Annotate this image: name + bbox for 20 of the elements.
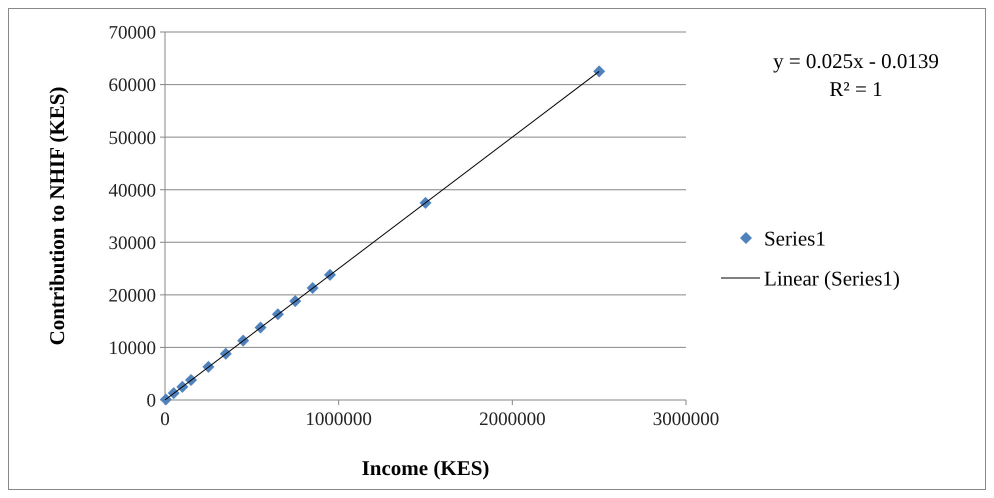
- y-tick-label: 60000: [108, 75, 156, 96]
- legend-label: Series1: [764, 226, 826, 250]
- x-tick-label: 3000000: [652, 409, 720, 430]
- legend-label: Linear (Series1): [764, 266, 900, 290]
- x-tick-label: 2000000: [479, 409, 546, 430]
- x-axis-title: Income (KES): [362, 456, 490, 480]
- y-axis-title: Contribution to NHIF (KES): [45, 86, 69, 346]
- text: y = 0.025x - 0.0139: [773, 49, 939, 73]
- text: R² = 1: [829, 77, 883, 101]
- x-tick-label: 0: [160, 409, 170, 430]
- y-tick-label: 40000: [108, 180, 156, 202]
- y-tick-label: 70000: [108, 22, 156, 44]
- y-tick-label: 10000: [108, 338, 156, 360]
- y-tick-label: 0: [146, 390, 156, 412]
- x-tick-label: 1000000: [305, 409, 372, 430]
- y-tick-label: 30000: [108, 232, 156, 254]
- y-tick-label: 20000: [108, 286, 156, 307]
- y-tick-label: 50000: [108, 128, 156, 149]
- point: [593, 65, 606, 78]
- point: [160, 393, 172, 406]
